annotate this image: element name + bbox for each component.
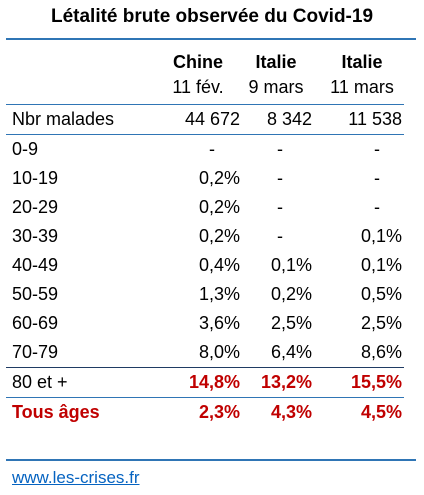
row-label: 0-9 [12,139,39,159]
row-label: 60-69 [12,313,59,333]
column-header-date: 11 fév. [172,77,224,97]
table-cell: 0,1% [360,255,402,275]
table-cell: 0,2% [198,226,240,246]
row-label-total: Tous âges [12,402,100,422]
header-corner [0,42,156,74]
header-corner [0,74,156,104]
table-cell: 44 672 [184,109,240,129]
table-cell: - [209,139,215,159]
title-divider [6,38,416,40]
row-label: 80 et + [12,372,68,392]
table-cell-highlight: 4,5% [360,402,402,422]
table-cell: 8,6% [360,342,402,362]
table-cell-highlight: 13,2% [260,372,312,392]
source-link[interactable]: www.les-crises.fr [12,468,140,487]
row-label: Nbr malades [12,109,115,129]
table-cell: 2,5% [360,313,402,333]
row-label: 10-19 [12,168,59,188]
table-cell: - [374,197,380,217]
column-header-country: Chine [172,52,223,72]
table-cell: 0,2% [270,284,312,304]
table-cell: - [277,139,283,159]
footer-divider [6,459,416,461]
table-cell: 0,5% [360,284,402,304]
column-header-country: Italie [255,52,297,72]
table-cell: 8 342 [266,109,312,129]
table-cell: 3,6% [198,313,240,333]
table-cell: 0,1% [360,226,402,246]
table-cell: - [374,139,380,159]
table-cell-highlight: 2,3% [198,402,240,422]
row-label: 50-59 [12,284,59,304]
table-cell: 8,0% [198,342,240,362]
row-label: 40-49 [12,255,59,275]
table-cell-highlight: 14,8% [188,372,240,392]
row-divider [6,397,404,398]
row-label: 20-29 [12,197,59,217]
table-cell: - [277,168,283,188]
table-cell: - [277,197,283,217]
table-cell-highlight: 4,3% [270,402,312,422]
table-cell: 1,3% [198,284,240,304]
table-cell: 0,2% [198,168,240,188]
table-cell: 11 538 [348,109,402,129]
table-cell: - [277,226,283,246]
header-divider [6,104,404,105]
column-header-date: 9 mars [248,77,304,97]
lethality-table: Chine Italie Italie 11 fév. 9 mars 11 ma… [0,42,424,427]
table-cell: 6,4% [270,342,312,362]
page-title: Létalité brute observée du Covid-19 [50,6,374,27]
table-cell: 2,5% [270,313,312,333]
row-label: 30-39 [12,226,59,246]
row-divider [6,367,404,368]
column-header-country: Italie [341,52,383,72]
row-divider [6,134,404,135]
table-cell: - [374,168,380,188]
table-cell: 0,1% [270,255,312,275]
row-label: 70-79 [12,342,59,362]
table-cell: 0,2% [198,197,240,217]
column-header-date: 11 mars [330,77,394,97]
table-cell-highlight: 15,5% [350,372,402,392]
table-cell: 0,4% [198,255,240,275]
